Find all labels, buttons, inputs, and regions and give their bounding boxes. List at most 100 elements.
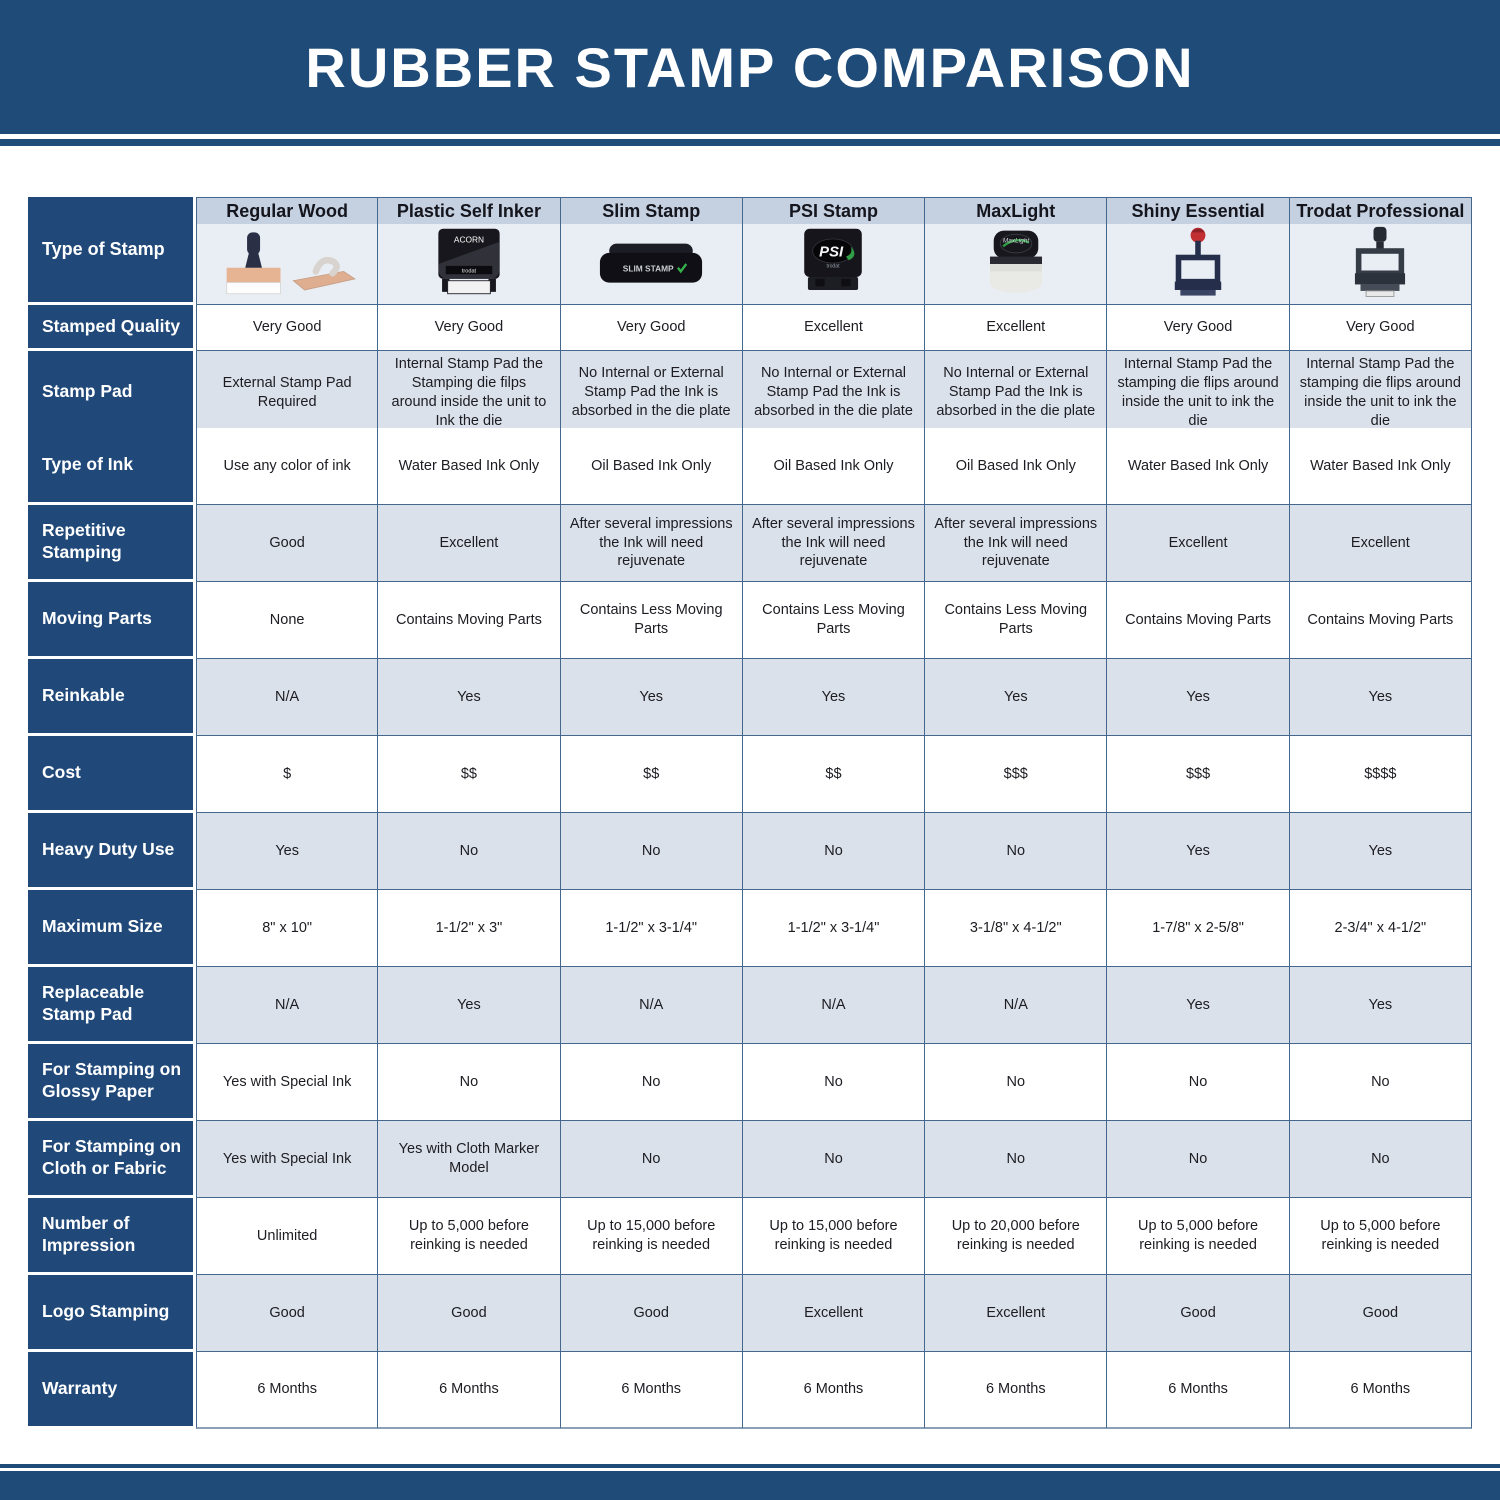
table-cell: No [925, 1044, 1108, 1121]
slim-stamp-icon: SLIM STAMP [560, 224, 742, 304]
table-cell: Contains Less Moving Parts [560, 582, 743, 659]
table-cell: 1-7/8" x 2-5/8" [1107, 890, 1290, 967]
table-header-row: Type of Stamp Regular Wood Plastic Self I… [28, 197, 1472, 305]
table-cell: No [1289, 1121, 1472, 1198]
table-cell: Yes [925, 659, 1108, 736]
table-row-stamped-quality: Stamped Quality Very Good Very Good Very Go… [28, 305, 1472, 351]
table-cell: Oil Based Ink Only [742, 428, 926, 505]
table-cell: Yes [1289, 659, 1472, 736]
plastic-self-inker-stamp-icon: ACORN trodat [378, 224, 560, 304]
table-cell: Yes [378, 967, 561, 1044]
table-cell: Excellent [742, 1275, 926, 1352]
table-cell: Up to 5,000 before reinking is needed [1107, 1198, 1290, 1275]
table-cell: Yes with Cloth Marker Model [378, 1121, 561, 1198]
table-cell: Yes [1107, 967, 1290, 1044]
table-cell: Very Good [378, 305, 561, 351]
column-title: Regular Wood [197, 198, 378, 224]
table-row-logo-stamping: Logo Stamping Good Good Good Excellent Excell… [28, 1275, 1472, 1352]
table-cell: Very Good [560, 305, 743, 351]
table-cell: No [742, 813, 926, 890]
column-title: Shiny Essential [1107, 198, 1289, 224]
table-cell: Good [1289, 1275, 1472, 1352]
table-cell: $ [196, 736, 379, 813]
table-cell: Use any color of ink [196, 428, 379, 505]
table-cell: $$$ [1107, 736, 1290, 813]
table-cell: N/A [196, 967, 379, 1044]
table-cell: No [1107, 1044, 1290, 1121]
comparison-table: Type of Stamp Regular Wood Plastic Self I… [28, 197, 1472, 1429]
table-row-stamp-pad: Stamp Pad External Stamp Pad Required Inte… [28, 351, 1472, 436]
svg-text:trodat: trodat [462, 268, 477, 274]
table-cell: No Internal or External Stamp Pad the In… [925, 351, 1108, 436]
maxlight-stamp-icon: MaxLight [925, 224, 1107, 304]
table-cell: Yes with Special Ink [196, 1044, 379, 1121]
column-title: Plastic Self Inker [378, 198, 560, 224]
trodat-professional-stamp-icon [1289, 224, 1471, 304]
svg-text:SLIM STAMP: SLIM STAMP [623, 263, 674, 273]
table-row-type-of-ink: Type of Ink Use any color of ink Water Bas… [28, 428, 1472, 505]
table-cell: Internal Stamp Pad the Stamping die filp… [378, 351, 561, 436]
table-row-reinkable: Reinkable N/A Yes Yes Yes Yes Yes Yes [28, 659, 1472, 736]
row-label: Stamped Quality [28, 305, 196, 351]
column-slim-stamp: Slim Stamp SLIM STAMP [560, 197, 743, 305]
table-cell: No Internal or External Stamp Pad the In… [560, 351, 743, 436]
column-psi-stamp: PSI Stamp PSI trodat [742, 197, 926, 305]
table-cell: 6 Months [1289, 1352, 1472, 1429]
table-row-number-of-impression: Number of Impression Unlimited Up to 5,000… [28, 1198, 1472, 1275]
page-title: RUBBER STAMP COMPARISON [305, 35, 1195, 99]
table-cell: Excellent [1107, 505, 1290, 582]
table-row-repetitive-stamping: Repetitive Stamping Good Excellent After se… [28, 505, 1472, 582]
table-cell: $$$ [925, 736, 1108, 813]
table-cell: 6 Months [196, 1352, 379, 1429]
table-cell: Up to 20,000 before reinking is needed [925, 1198, 1108, 1275]
banner-gap [0, 134, 1500, 139]
table-cell: Excellent [925, 305, 1108, 351]
table-cell: 8" x 10" [196, 890, 379, 967]
column-shiny-essential: Shiny Essential [1107, 197, 1290, 305]
table-cell: Yes with Special Ink [196, 1121, 379, 1198]
column-title: Slim Stamp [560, 198, 742, 224]
table-cell: Water Based Ink Only [1107, 428, 1290, 505]
table-cell: Up to 15,000 before reinking is needed [560, 1198, 743, 1275]
title-banner: RUBBER STAMP COMPARISON [0, 0, 1500, 134]
regular-wood-stamp-icon [197, 224, 378, 304]
column-regular-wood: Regular Wood [196, 197, 379, 305]
row-label: Type of Ink [28, 428, 196, 505]
table-cell: 6 Months [1107, 1352, 1290, 1429]
table-cell: No [560, 1044, 743, 1121]
table-cell: Excellent [378, 505, 561, 582]
table-row-for-stamping-on-glossy-paper: For Stamping on Glossy Paper Yes with Spe… [28, 1044, 1472, 1121]
table-cell: $$ [742, 736, 926, 813]
column-title: PSI Stamp [742, 198, 925, 224]
table-cell: N/A [925, 967, 1108, 1044]
table-cell: No [378, 1044, 561, 1121]
row-label: Warranty [28, 1352, 196, 1429]
row-label: Replaceable Stamp Pad [28, 967, 196, 1044]
table-cell: N/A [560, 967, 743, 1044]
column-title: MaxLight [925, 198, 1107, 224]
table-cell: After several impressions the Ink will n… [560, 505, 743, 582]
svg-text:trodat: trodat [827, 264, 841, 270]
table-cell: Internal Stamp Pad the stamping die flip… [1289, 351, 1472, 436]
table-cell: No Internal or External Stamp Pad the In… [742, 351, 926, 436]
row-label: Heavy Duty Use [28, 813, 196, 890]
table-row-moving-parts: Moving Parts None Contains Moving Parts Con… [28, 582, 1472, 659]
shiny-essential-stamp-icon [1107, 224, 1289, 304]
table-cell: 6 Months [378, 1352, 561, 1429]
table-cell: 6 Months [925, 1352, 1108, 1429]
table-cell: $$$$ [1289, 736, 1472, 813]
column-maxlight: MaxLight MaxLight [925, 197, 1108, 305]
table-cell: N/A [742, 967, 926, 1044]
table-cell: No [742, 1121, 926, 1198]
svg-text:PSI: PSI [820, 245, 845, 261]
table-cell: Yes [1289, 967, 1472, 1044]
table-cell: After several impressions the Ink will n… [742, 505, 926, 582]
table-cell: Yes [378, 659, 561, 736]
row-label: For Stamping on Cloth or Fabric [28, 1121, 196, 1198]
corner-label: Type of Stamp [28, 197, 196, 305]
table-cell: Up to 15,000 before reinking is needed [742, 1198, 926, 1275]
table-row-heavy-duty-use: Heavy Duty Use Yes No No No No Yes Yes [28, 813, 1472, 890]
table-cell: Contains Less Moving Parts [742, 582, 926, 659]
table-cell: Excellent [742, 305, 926, 351]
table-cell: Contains Moving Parts [1107, 582, 1290, 659]
